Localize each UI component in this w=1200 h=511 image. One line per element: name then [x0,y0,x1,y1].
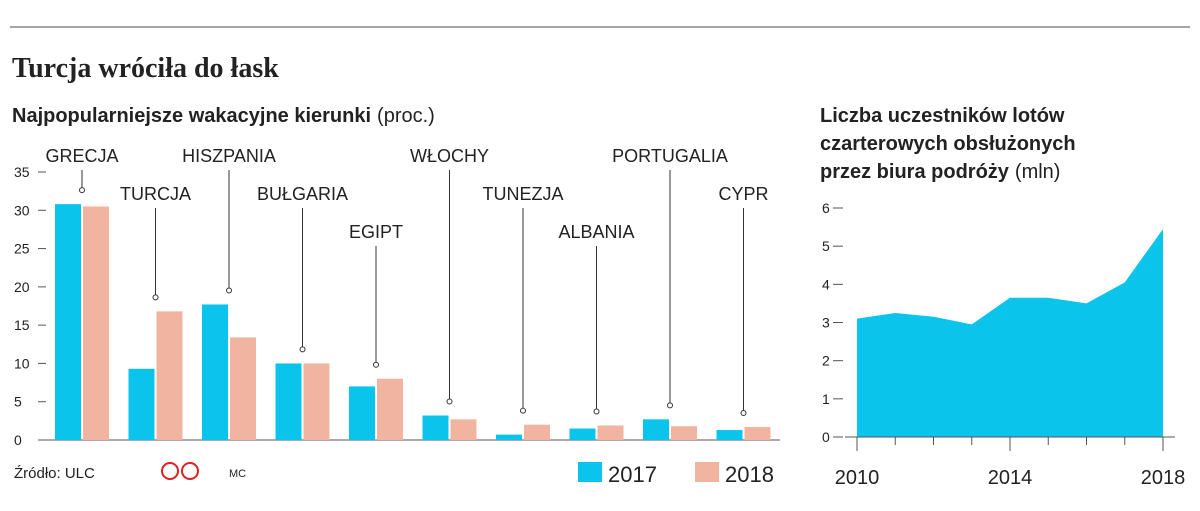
bar [377,378,403,440]
unit: (mln) [1015,161,1061,183]
x-tick-label: 2014 [988,467,1033,489]
category-label: TURCJA [120,184,191,204]
area-chart: Liczba uczestników lotów czarterowych obs… [820,105,1185,489]
leader-dot [667,402,673,409]
title-line: czarterowych obsłużonych [820,133,1076,155]
bar [569,428,596,440]
bar [643,419,669,440]
y-tick-label: 35 [14,164,30,180]
y-tick-label: 1 [822,391,830,407]
bar [230,337,256,440]
leader-dot [79,187,85,194]
bar [128,368,155,440]
y-tick-label: 5 [822,238,830,254]
bar [744,426,771,440]
x-tick-label: 2018 [1141,467,1186,489]
y-tick-label: 0 [822,429,830,445]
bar [156,311,183,440]
bar [597,425,624,440]
source: Źródło: ULC [14,465,95,482]
leader-dot [446,398,453,405]
title-line: przez biura podróży [820,161,1010,183]
bar [716,430,743,440]
y-tick-label: 4 [822,276,830,292]
y-tick-label: 10 [14,355,30,371]
legend-swatch [578,462,602,482]
category-label: EGIPT [349,222,403,242]
category-label: CYPR [718,184,768,204]
x-tick-label: 2010 [835,467,880,489]
y-tick-label: 5 [14,394,22,410]
bar [496,434,522,440]
bar [524,424,550,440]
category-label: GRECJA [45,146,118,166]
copyright-icon [161,462,179,480]
chart-title: Liczba uczestników lotów czarterowych obs… [820,105,1076,183]
y-tick-label: 0 [14,432,22,448]
legend-label: 2017 [608,462,657,487]
leader-dot [226,287,232,294]
bar [202,304,228,440]
y-tick-label: 30 [14,202,30,218]
category-label: PORTUGALIA [612,146,728,166]
category-label: WŁOCHY [410,146,489,166]
y-tick-label: 15 [14,317,30,333]
category-label: ALBANIA [558,222,634,242]
bar [303,363,330,440]
chart-title-text: Liczba uczestników lotów czarterowych obs… [820,105,1076,183]
y-tick-label: 6 [822,200,830,216]
y-tick-label: 2 [822,353,830,369]
bar [450,419,477,440]
leader-dot [740,409,747,416]
y-tick-label: 3 [822,315,830,331]
legend-swatch [695,462,719,482]
main-title: Turcja wróciła do łask [12,53,279,84]
area [857,228,1163,437]
leader-dot [520,407,526,414]
bar [349,386,375,440]
credit: MC [229,468,246,480]
bar [671,426,697,440]
chart-title: Najpopularniejsze wakacyjne kierunki (pro… [12,105,435,127]
category-label: TUNEZJA [483,184,564,204]
leader-dot [299,346,306,353]
copyright-icon [181,462,199,480]
bar [83,206,109,440]
title-line: Liczba uczestników lotów [820,105,1065,127]
bar [55,204,81,440]
leader-dot [152,294,159,301]
unit: (proc.) [377,105,435,127]
category-label: BUŁGARIA [257,184,348,204]
bar [275,363,302,440]
legend-label: 2018 [725,462,774,487]
leader-dot [373,361,379,368]
y-tick-label: 20 [14,279,30,295]
category-label: HISZPANIA [182,146,276,166]
chart-title-text: Najpopularniejsze wakacyjne kierunki [12,105,371,127]
leader-dot [593,408,600,415]
y-tick-label: 25 [14,241,30,257]
bar [422,415,449,440]
